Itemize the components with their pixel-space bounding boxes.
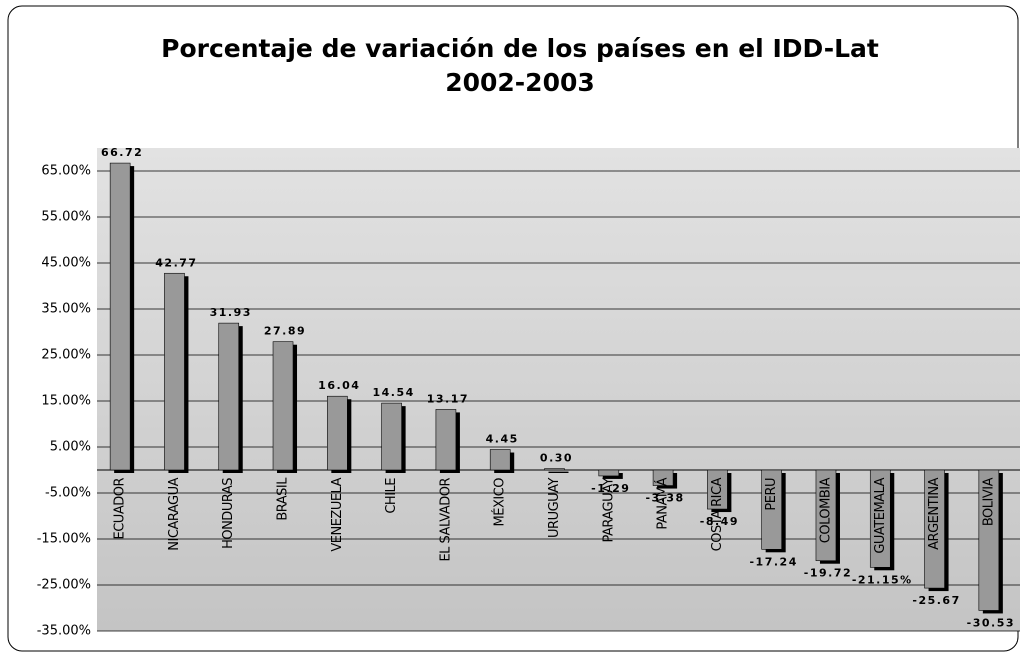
y-tick-label: 25.00% (41, 348, 91, 363)
x-tick-label: PERU (764, 478, 779, 511)
x-tick-label: MÉXICO (492, 478, 508, 527)
x-tick-label: GUATEMALA (873, 477, 888, 553)
x-tick-label: BOLIVIA (981, 477, 996, 526)
value-label: 27.89 (264, 325, 306, 338)
x-tick-label: NICARAGUA (167, 477, 182, 550)
bar (489, 449, 511, 471)
value-label: -17.24 (749, 555, 797, 568)
y-tick-label: 35.00% (41, 302, 91, 317)
y-tick-label: 15.00% (41, 394, 91, 409)
value-label: 14.54 (372, 386, 414, 399)
value-label: -3.38 (645, 492, 684, 505)
y-tick-label: -25.00% (37, 578, 91, 593)
value-label: 31.93 (210, 306, 252, 319)
x-tick-label: EL SALVADOR (438, 478, 453, 562)
x-tick-label: COLOMBIA (818, 477, 833, 543)
x-tick-label: VENEZUELA (330, 477, 345, 551)
y-tick-label: 5.00% (50, 440, 91, 455)
plot-area (97, 148, 1020, 631)
x-tick-label: HONDURAS (221, 478, 236, 549)
x-tick-label: COSTA RICA (710, 477, 725, 551)
value-label: 4.45 (486, 433, 519, 446)
x-tick-label: CHILE (384, 478, 399, 514)
bar (815, 469, 837, 562)
value-label: -21.15% (852, 573, 913, 586)
chart-title: Porcentaje de variación de los países en… (161, 34, 879, 63)
value-label: 0.30 (540, 452, 573, 465)
y-tick-label: -5.00% (45, 486, 91, 501)
x-tick-label: ECUADOR (113, 478, 128, 540)
y-tick-label: -35.00% (37, 624, 91, 639)
bar (218, 322, 240, 471)
value-label: -1.29 (591, 482, 630, 495)
value-label: -30.53 (967, 616, 1015, 629)
bar (109, 162, 131, 471)
value-label: -8.49 (700, 515, 739, 528)
x-tick-label: ARGENTINA (927, 477, 942, 549)
bar (164, 272, 185, 471)
x-tick-label: PANAMÁ (655, 477, 671, 529)
bar (869, 469, 891, 568)
bar (652, 469, 674, 486)
value-label: 66.72 (101, 146, 143, 159)
bar (327, 395, 348, 471)
bar-shadow (548, 471, 569, 473)
chart-subtitle: 2002-2003 (445, 68, 595, 97)
bar (598, 469, 620, 477)
value-label: 16.04 (318, 379, 360, 392)
y-tick-label: 65.00% (41, 164, 91, 179)
value-label: 42.77 (155, 256, 197, 269)
y-tick-label: 55.00% (41, 210, 91, 225)
value-label: -25.67 (912, 594, 960, 607)
x-tick-label: URUGUAY (547, 477, 562, 538)
bar (544, 468, 565, 471)
bar (381, 402, 402, 471)
bar (761, 469, 782, 550)
bar (924, 469, 945, 589)
y-tick-label: -15.00% (37, 532, 91, 547)
bar (272, 341, 294, 471)
bar (707, 469, 728, 510)
x-tick-label: BRASIL (276, 477, 291, 521)
value-label: 13.17 (427, 392, 469, 405)
value-label: -19.72 (804, 567, 852, 580)
x-tick-label: PARAGUAY (601, 477, 616, 542)
bar (435, 409, 457, 471)
y-tick-label: 45.00% (41, 256, 91, 271)
bar (978, 469, 1000, 611)
